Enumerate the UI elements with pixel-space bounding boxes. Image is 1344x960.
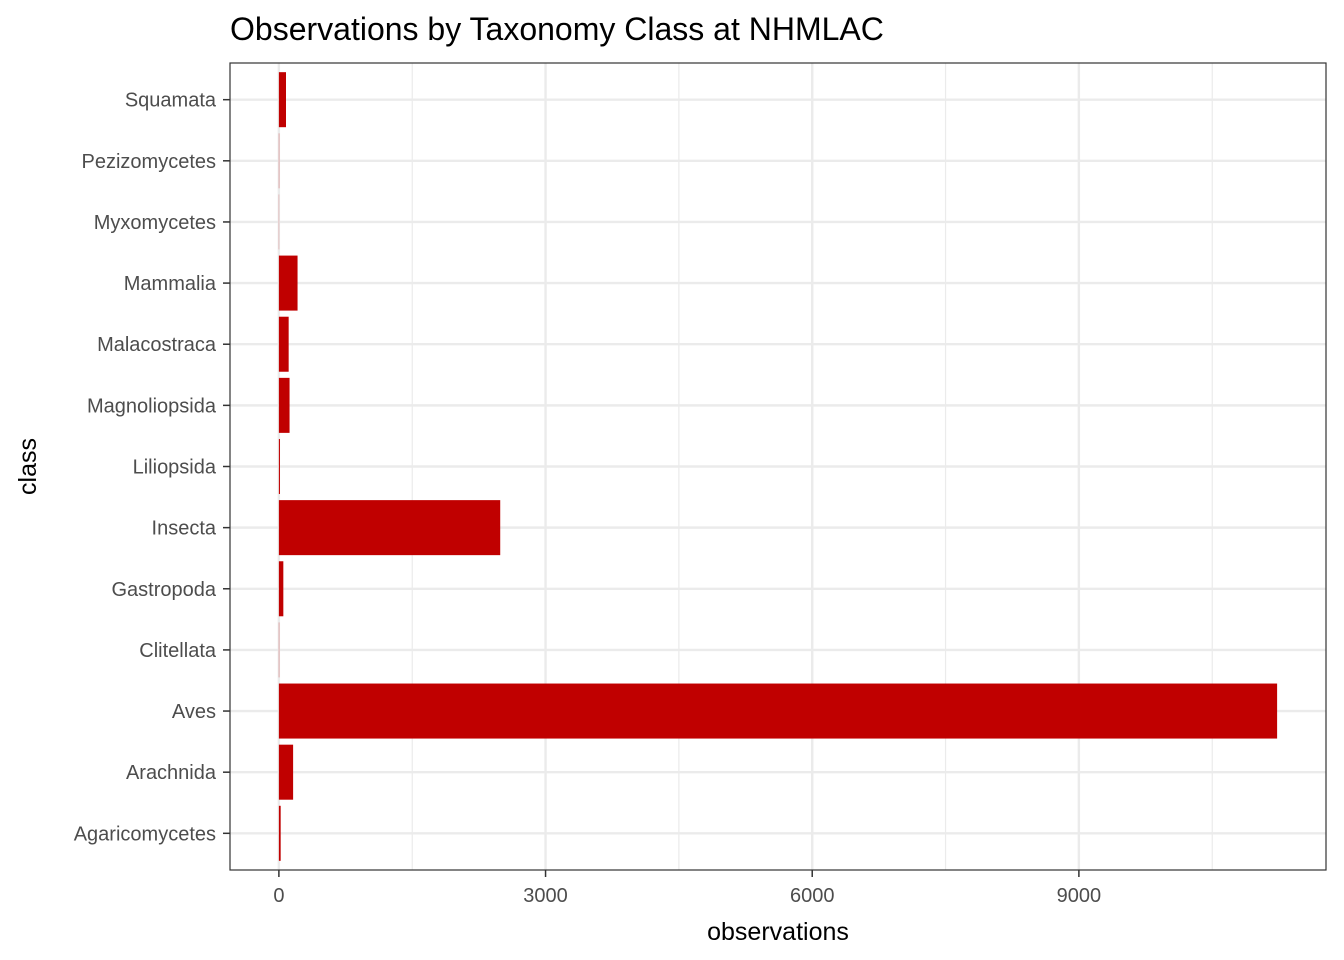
y-tick-label: Mammalia	[124, 273, 217, 295]
bar-gastropoda	[278, 561, 284, 617]
bar-arachnida	[278, 744, 294, 800]
y-tick-label: Squamata	[125, 90, 217, 112]
x-tick-label: 0	[273, 885, 284, 907]
bar-agaricomycetes	[278, 805, 281, 861]
bar-squamata	[278, 72, 286, 128]
bar-aves	[278, 683, 1278, 739]
y-tick-label: Myxomycetes	[94, 212, 216, 234]
x-tick-label: 9000	[1057, 885, 1102, 907]
x-tick-label: 3000	[523, 885, 568, 907]
x-tick-label: 6000	[790, 885, 835, 907]
bar-magnoliopsida	[278, 377, 290, 433]
bar-mammalia	[278, 255, 298, 311]
bar-insecta	[278, 500, 501, 556]
y-tick-label: Aves	[172, 701, 216, 723]
bar-liliopsida	[278, 438, 280, 495]
grid	[230, 63, 1326, 870]
y-axis-title: class	[14, 438, 42, 495]
y-tick-label: Liliopsida	[133, 457, 217, 479]
y-tick-label: Magnoliopsida	[87, 395, 217, 417]
y-tick-label: Gastropoda	[111, 579, 216, 601]
bar-malacostraca	[278, 316, 289, 372]
bars	[278, 72, 1278, 861]
x-axis: 0 3000 6000 9000	[273, 870, 1101, 907]
x-axis-title: observations	[707, 918, 849, 946]
y-tick-label: Agaricomycetes	[74, 823, 216, 845]
y-tick-label: Malacostraca	[97, 334, 217, 356]
y-axis: Agaricomycetes Arachnida Aves Clitellata Gas…	[74, 90, 230, 845]
y-tick-label: Arachnida	[126, 762, 217, 784]
y-tick-label: Clitellata	[139, 640, 217, 662]
chart-title: Observations by Taxonomy Class at NHMLAC	[230, 11, 884, 47]
y-tick-label: Insecta	[152, 518, 217, 540]
y-tick-label: Pezizomycetes	[82, 151, 217, 173]
